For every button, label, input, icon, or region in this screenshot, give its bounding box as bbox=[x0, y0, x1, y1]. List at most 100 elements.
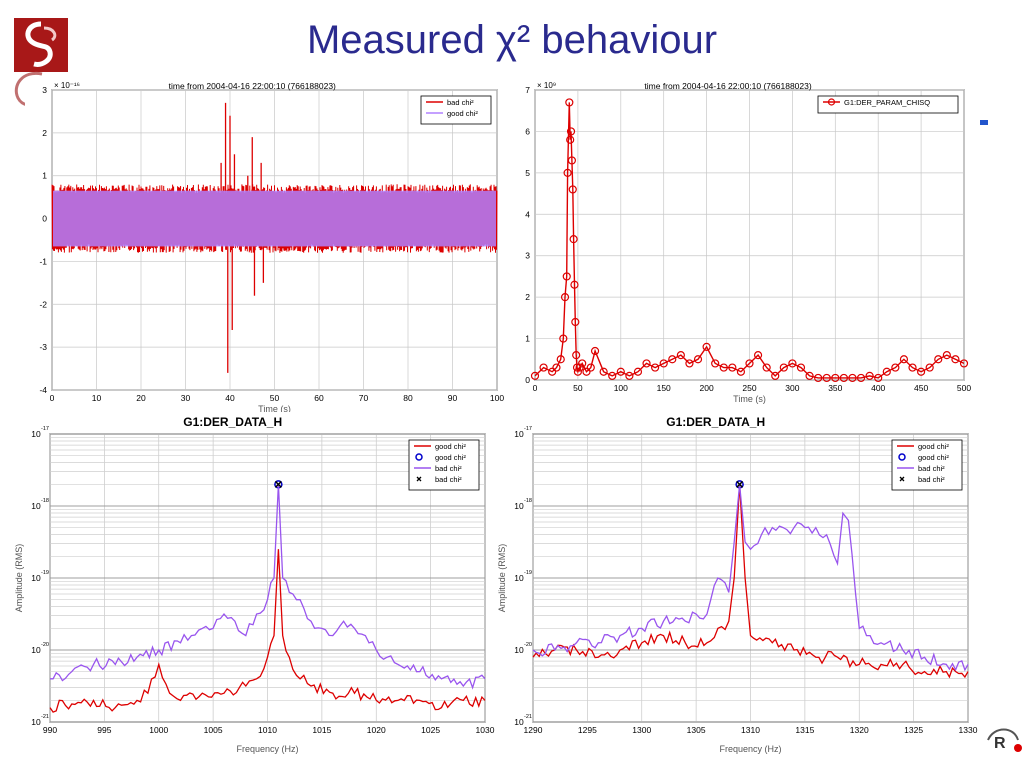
x-tick-label: 60 bbox=[314, 393, 324, 403]
data-point bbox=[805, 371, 814, 380]
y-tick-label: 1 bbox=[525, 334, 530, 344]
data-point bbox=[693, 355, 703, 364]
series-band bbox=[51, 184, 498, 253]
x-tick-label: 100 bbox=[614, 383, 628, 393]
chisq-time-chart: 0 50 100 150 200 250 300 350 400 450 500 0 1 2 3 4 5 6 7 ti… bbox=[510, 80, 980, 410]
data-point bbox=[659, 359, 668, 368]
data-point bbox=[616, 367, 625, 376]
axis-exponent: × 10⁹ bbox=[537, 81, 556, 90]
x-tick-label: 1315 bbox=[795, 725, 814, 735]
y-tick-label: -2 bbox=[39, 299, 47, 309]
y-tick-label: 4 bbox=[525, 209, 530, 219]
x-tick-label: 1025 bbox=[421, 725, 440, 735]
y-tick-label: 10 bbox=[31, 429, 41, 439]
y-tick-exponent: -19 bbox=[524, 570, 532, 576]
svg-text:R: R bbox=[994, 735, 1006, 752]
x-tick-label: 70 bbox=[359, 393, 369, 403]
y-tick-label: 3 bbox=[42, 85, 47, 95]
data-point bbox=[822, 373, 831, 383]
data-point bbox=[753, 351, 763, 360]
legend-label: good chi² bbox=[447, 109, 478, 118]
data-point bbox=[556, 355, 565, 364]
legend-label: bad chi² bbox=[435, 475, 462, 484]
legend-label: good chi² bbox=[918, 453, 949, 462]
y-tick-label: -4 bbox=[39, 385, 47, 395]
y-tick-label: 6 bbox=[525, 126, 530, 136]
x-tick-label: 100 bbox=[490, 393, 504, 403]
institute-logo bbox=[14, 18, 68, 72]
axis-exponent: × 10⁻¹⁶ bbox=[54, 81, 80, 90]
corner-logo-icon: R bbox=[987, 728, 1022, 752]
time-series-chart-1: 0 10 20 30 40 50 60 70 80 90 100 -4 -3 -2 -1 0 1 2 3 time f… bbox=[25, 80, 505, 415]
data-point bbox=[865, 371, 874, 380]
legend-label: good chi² bbox=[435, 442, 466, 451]
x-tick-label: 1015 bbox=[312, 725, 331, 735]
x-tick-label: 10 bbox=[92, 393, 102, 403]
y-tick-label: 2 bbox=[42, 128, 47, 138]
x-tick-label: 1310 bbox=[741, 725, 760, 735]
y-tick-label: 5 bbox=[525, 168, 530, 178]
data-point bbox=[566, 135, 575, 144]
legend-label: bad chi² bbox=[435, 464, 462, 473]
x-axis-label: Time (s) bbox=[733, 394, 766, 404]
x-tick-label: 200 bbox=[700, 383, 714, 393]
y-tick-label: 10 bbox=[31, 573, 41, 583]
x-tick-label: 350 bbox=[828, 383, 842, 393]
y-tick-label: 10 bbox=[31, 501, 41, 511]
y-tick-label: 10 bbox=[514, 501, 524, 511]
legend-box bbox=[408, 439, 480, 491]
data-point bbox=[586, 363, 595, 372]
y-tick-label: 3 bbox=[525, 251, 530, 261]
spectrum-chart-1010hz: 990 995 1000 1005 1010 1015 1020 1025 1030 10 -21 1… bbox=[12, 412, 497, 754]
data-point bbox=[856, 373, 866, 383]
data-point bbox=[891, 363, 900, 372]
data-point bbox=[908, 363, 917, 372]
data-point bbox=[539, 363, 548, 372]
x-tick-label: 995 bbox=[97, 725, 111, 735]
data-point bbox=[563, 168, 572, 177]
y-tick-label: 1 bbox=[42, 171, 47, 181]
legend-marker bbox=[827, 98, 836, 106]
y-axis-label: Amplitude (RMS) bbox=[497, 544, 507, 613]
y-tick-exponent: -18 bbox=[41, 498, 49, 504]
legend-label: good chi² bbox=[918, 442, 949, 451]
x-tick-label: 1330 bbox=[959, 725, 978, 735]
x-tick-label: 1005 bbox=[204, 725, 223, 735]
y-tick-label: 10 bbox=[31, 717, 41, 727]
data-point bbox=[572, 363, 582, 372]
y-tick-label: -3 bbox=[39, 342, 47, 352]
data-point bbox=[839, 373, 848, 383]
slide-title-text: Measured χ² behaviour bbox=[306, 18, 718, 62]
x-tick-label: 150 bbox=[657, 383, 671, 393]
data-point bbox=[578, 359, 587, 368]
legend-box bbox=[420, 95, 492, 125]
legend-label: bad chi² bbox=[447, 98, 474, 107]
data-point bbox=[568, 185, 577, 194]
data-point bbox=[633, 367, 643, 376]
x-axis-label: Time (s) bbox=[258, 404, 291, 414]
y-tick-label: 10 bbox=[514, 429, 524, 439]
data-point bbox=[569, 235, 578, 244]
x-tick-label: 1295 bbox=[578, 725, 597, 735]
x-tick-label: 50 bbox=[573, 383, 583, 393]
data-point bbox=[796, 363, 806, 372]
y-tick-label: 10 bbox=[514, 645, 524, 655]
data-point bbox=[882, 367, 891, 376]
data-point bbox=[548, 367, 557, 376]
data-point bbox=[582, 367, 591, 376]
data-point bbox=[719, 363, 728, 372]
data-point bbox=[572, 351, 581, 360]
x-tick-label: 1290 bbox=[524, 725, 543, 735]
x-tick-label: 90 bbox=[448, 393, 458, 403]
y-tick-label: -1 bbox=[39, 256, 47, 266]
y-tick-exponent: -21 bbox=[524, 714, 532, 720]
x-tick-label: 990 bbox=[43, 725, 57, 735]
series-line bbox=[532, 484, 969, 672]
x-axis-label: Frequency (Hz) bbox=[236, 744, 298, 754]
data-point bbox=[942, 351, 951, 360]
data-point bbox=[959, 359, 969, 368]
y-tick-exponent: -20 bbox=[41, 642, 49, 648]
spectrum-chart-1309hz: 1290 1295 1300 1305 1310 1315 1320 1325 1330 10 -2… bbox=[495, 412, 980, 754]
legend-label: G1:DER_PARAM_CHISQ bbox=[844, 98, 930, 107]
